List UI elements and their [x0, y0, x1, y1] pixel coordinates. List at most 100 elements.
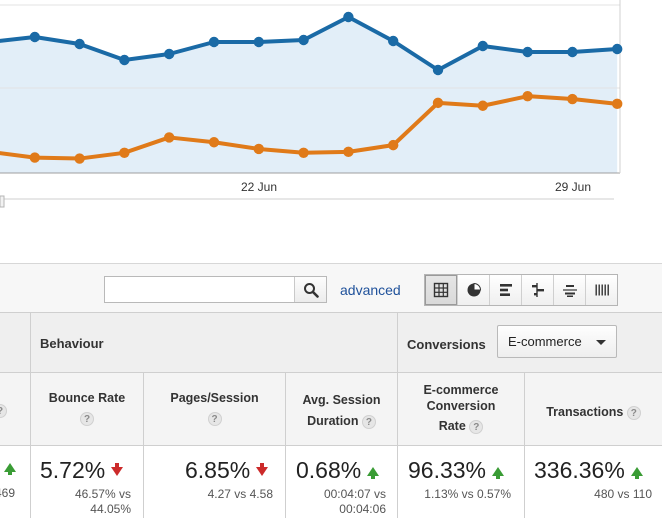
- column-header-bounce-rate[interactable]: Bounce Rate ?: [31, 390, 143, 427]
- column-label: Duration: [307, 414, 359, 428]
- help-icon[interactable]: ?: [80, 411, 94, 426]
- table-view-button[interactable]: [425, 275, 457, 305]
- series-1-point: [432, 64, 444, 76]
- compare-value: 4.27 vs 4.58: [208, 487, 273, 502]
- search-box: [104, 276, 327, 303]
- help-icon[interactable]: ?: [361, 414, 376, 429]
- behaviour-group-label: Behaviour: [40, 336, 104, 351]
- conversions-group-label: Conversions: [407, 337, 486, 352]
- compare-line: 480 vs 110: [594, 487, 652, 501]
- trend-up-icon: [630, 467, 643, 480]
- column-header-row: [0, 373, 662, 446]
- search-input[interactable]: [105, 277, 293, 302]
- series-1-point: [164, 48, 175, 60]
- compare-line: 00:04:06: [339, 502, 386, 516]
- series-2-point: [253, 143, 264, 155]
- series-2-point: [29, 152, 40, 163]
- metric-value: 0.68%: [296, 457, 380, 484]
- series-1-point: [477, 40, 488, 52]
- column-label: Bounce Rate: [48, 391, 126, 405]
- metric-value: 6.85%: [185, 457, 269, 484]
- compare-line: 00:04:07 vs: [323, 487, 386, 501]
- series-1-point: [522, 46, 533, 58]
- series-1-point: [74, 38, 85, 50]
- search-button[interactable]: [294, 277, 326, 302]
- compare-value: 1.13% vs 0.57%: [424, 487, 511, 502]
- metric-number: 6.85%: [185, 457, 251, 483]
- column-divider: [30, 312, 31, 518]
- series-2-point: [164, 132, 175, 143]
- dropdown-value: E-commerce: [508, 334, 582, 349]
- pivot-view-icon: [562, 285, 577, 297]
- series-2-point: [477, 100, 488, 111]
- trend-up-icon: [367, 467, 380, 480]
- trend-up-icon: [492, 467, 505, 480]
- series-2-point: [432, 97, 444, 109]
- metric-value: 5.72%: [40, 457, 124, 484]
- pie-view-button[interactable]: [457, 275, 489, 305]
- column-label: Conversion: [426, 398, 496, 413]
- series-2-point: [388, 139, 399, 151]
- column-label: Transactions: [546, 405, 624, 419]
- compare-line: 1.13% vs 0.57%: [424, 487, 511, 501]
- trend-down-icon: [256, 463, 269, 477]
- help-icon[interactable]: ?: [207, 411, 222, 426]
- totals-row: [0, 446, 662, 518]
- x-tick-label: 22 Jun: [241, 180, 277, 194]
- column-header-transactions[interactable]: Transactions ?: [525, 404, 662, 421]
- help-icon[interactable]: ?: [469, 419, 484, 434]
- compare-value: 46.57% vs 44.05%: [75, 487, 131, 517]
- series-1-point: [119, 54, 130, 66]
- column-label: Pages/Session: [170, 391, 259, 405]
- compare-value: 00:04:07 vs 00:04:06: [324, 487, 386, 517]
- metric-value: 96.33%: [408, 457, 505, 484]
- series-1-point: [253, 36, 264, 48]
- x-tick-label: 29 Jun: [555, 180, 591, 194]
- advanced-link[interactable]: advanced: [340, 282, 401, 298]
- compare-line: 44.05%: [90, 502, 131, 516]
- series-1-point: [567, 46, 578, 58]
- series-2-point: [74, 153, 85, 164]
- compare-line: 4.27 vs 4.58: [207, 487, 273, 501]
- series-2-point: [567, 93, 578, 105]
- series-1-point: [298, 34, 309, 46]
- column-divider: [143, 373, 144, 518]
- search-icon: [303, 282, 319, 298]
- column-label: Avg. Session: [302, 393, 381, 407]
- metric-number: 0.68%: [296, 457, 362, 483]
- column-divider: [397, 312, 398, 518]
- series-2-point: [298, 147, 309, 158]
- series-2-point: [522, 90, 533, 102]
- pie-view-icon: [467, 282, 481, 297]
- help-icon[interactable]: ?: [626, 405, 641, 420]
- series-2-point: [208, 137, 220, 148]
- trend-down-icon: [111, 463, 124, 477]
- column-header-ecommerce-conversion-rate[interactable]: E-commerce Conversion Rate ?: [398, 383, 524, 435]
- column-divider: [524, 373, 525, 518]
- series-1-point: [612, 43, 623, 55]
- metric-number: 96.33%: [408, 457, 487, 483]
- bar-view-icon: [499, 284, 512, 296]
- column-label: E-commerce: [423, 383, 499, 397]
- series-1-point: [29, 31, 40, 43]
- column-header-avg-session-duration[interactable]: Avg. Session Duration ?: [286, 390, 397, 432]
- column-divider: [285, 373, 286, 518]
- view-switcher: [424, 274, 618, 306]
- series-2-point: [119, 147, 130, 158]
- term-cloud-view-icon: [595, 284, 609, 296]
- metric-value: 336.36%: [534, 457, 643, 484]
- comparison-view-button[interactable]: [521, 275, 553, 305]
- line-chart: 22 Jun 29 Jun: [0, 0, 623, 208]
- trend-up-icon: [4, 463, 16, 475]
- conversions-dropdown[interactable]: E-commerce: [497, 325, 617, 358]
- bar-view-button[interactable]: [489, 275, 521, 305]
- compare-line: 46.57% vs: [74, 487, 131, 501]
- metric-number: 5.72%: [40, 457, 106, 483]
- comparison-view-icon: [531, 283, 544, 297]
- slider-handle: [0, 195, 5, 208]
- pivot-view-button[interactable]: [553, 275, 585, 305]
- column-label: Rate: [438, 419, 466, 433]
- term-cloud-view-button[interactable]: [585, 275, 617, 305]
- column-header-pages-session[interactable]: Pages/Session ?: [144, 390, 285, 427]
- metric-number: 336.36%: [534, 457, 625, 483]
